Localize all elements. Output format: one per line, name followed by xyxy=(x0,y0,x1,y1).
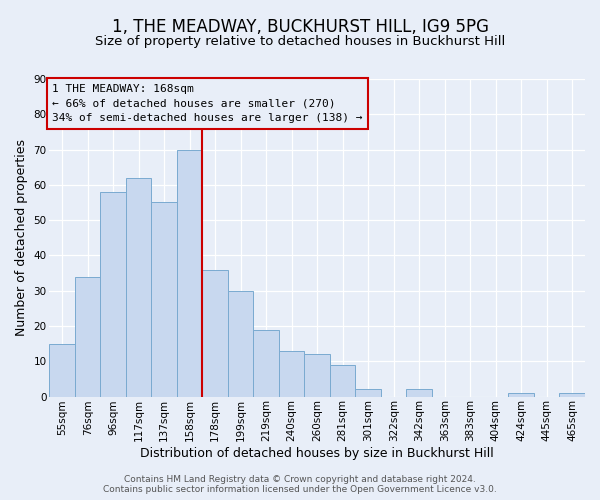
Bar xyxy=(508,393,534,396)
Bar xyxy=(279,350,304,397)
Bar xyxy=(100,192,126,396)
Text: 1, THE MEADWAY, BUCKHURST HILL, IG9 5PG: 1, THE MEADWAY, BUCKHURST HILL, IG9 5PG xyxy=(112,18,488,36)
Bar xyxy=(406,390,432,396)
Y-axis label: Number of detached properties: Number of detached properties xyxy=(15,140,28,336)
Bar xyxy=(228,290,253,397)
Bar xyxy=(330,365,355,396)
Bar xyxy=(304,354,330,397)
Bar xyxy=(202,270,228,396)
Bar xyxy=(253,330,279,396)
Text: Size of property relative to detached houses in Buckhurst Hill: Size of property relative to detached ho… xyxy=(95,35,505,48)
Bar xyxy=(355,390,381,396)
Bar xyxy=(151,202,177,396)
Bar xyxy=(49,344,75,396)
Text: Contains HM Land Registry data © Crown copyright and database right 2024.
Contai: Contains HM Land Registry data © Crown c… xyxy=(103,474,497,494)
Bar xyxy=(559,393,585,396)
Bar xyxy=(126,178,151,396)
Bar xyxy=(75,276,100,396)
X-axis label: Distribution of detached houses by size in Buckhurst Hill: Distribution of detached houses by size … xyxy=(140,447,494,460)
Text: 1 THE MEADWAY: 168sqm
← 66% of detached houses are smaller (270)
34% of semi-det: 1 THE MEADWAY: 168sqm ← 66% of detached … xyxy=(52,84,362,124)
Bar xyxy=(177,150,202,396)
